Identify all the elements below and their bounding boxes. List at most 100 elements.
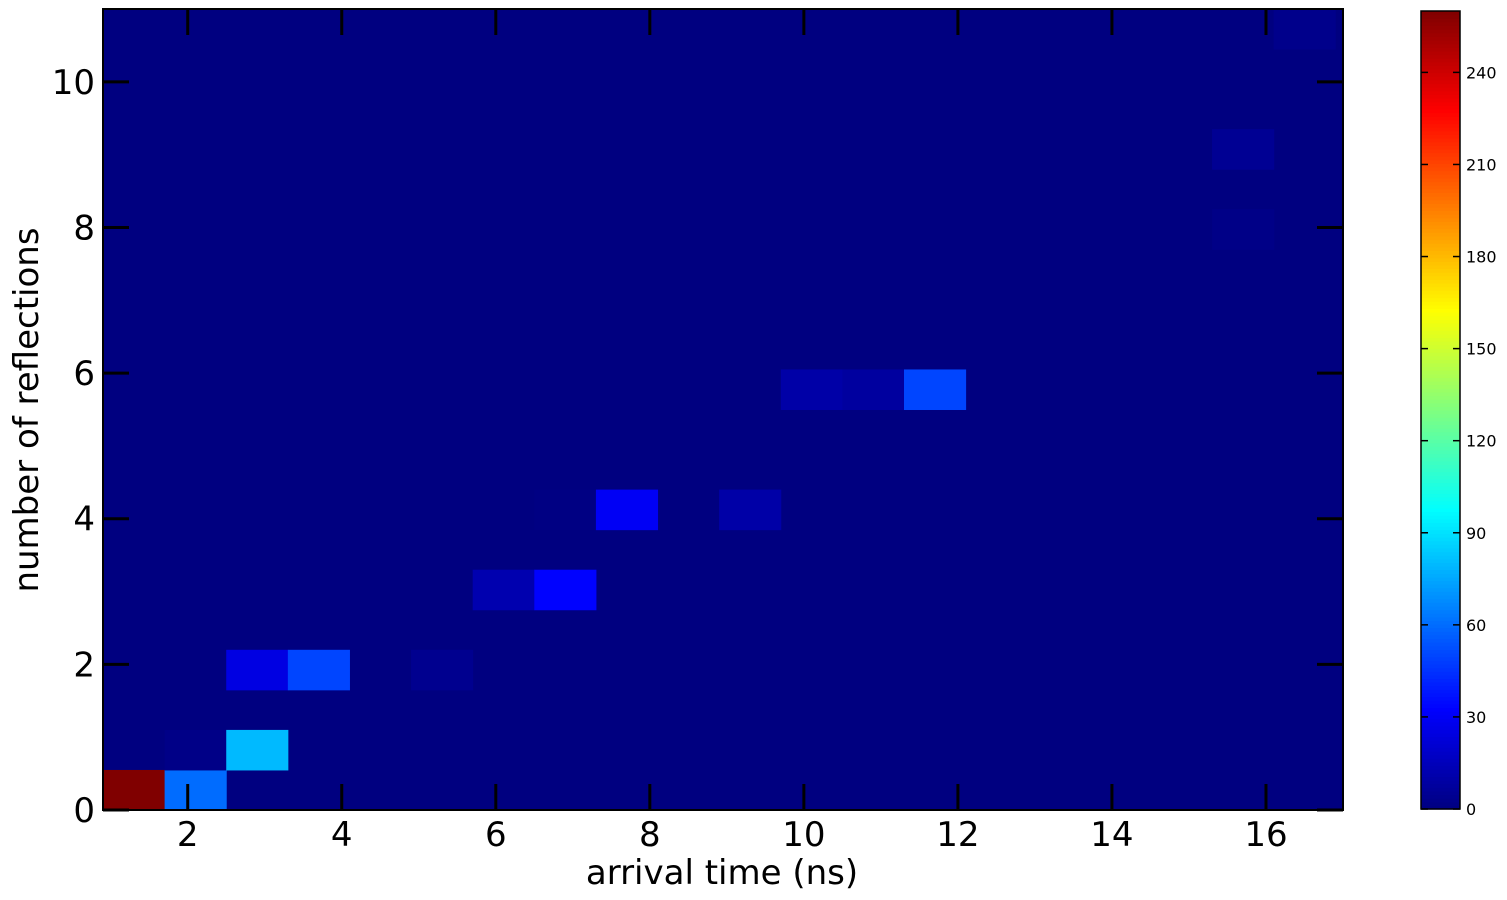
colorbar-segment (1421, 225, 1460, 230)
colorbar-segment (1421, 410, 1460, 415)
colorbar-segment (1421, 449, 1460, 455)
colorbar-segment (1421, 729, 1460, 734)
colorbar-segment (1421, 507, 1460, 513)
colorbar-segment (1421, 420, 1460, 426)
colorbar-segment (1421, 587, 1460, 592)
colorbar-segment (1421, 696, 1460, 701)
colorbar-segment (1421, 395, 1460, 400)
colorbar-segment (1421, 725, 1460, 730)
colorbar-segment (1421, 163, 1460, 168)
colorbar-segment (1421, 518, 1460, 524)
colorbar-segment (1421, 235, 1460, 241)
colorbar-segment (1421, 257, 1460, 262)
colorbar-segment (1421, 362, 1460, 368)
colorbar-segment (1421, 181, 1460, 186)
colorbar-segment (1421, 301, 1460, 306)
colorbar-segment (1421, 798, 1460, 803)
colorbar-segment (1421, 555, 1460, 560)
colorbar-segment (1421, 562, 1460, 567)
colorbar-segment (1421, 591, 1460, 596)
colorbar-segment (1421, 754, 1460, 759)
colorbar-segment (1421, 203, 1460, 208)
colorbar-segment (1421, 370, 1460, 375)
colorbar-segment (1421, 326, 1460, 331)
colorbar-segment (1421, 497, 1460, 502)
colorbar-segment (1421, 148, 1460, 154)
colorbar-segment (1421, 750, 1460, 756)
colorbar-segment (1421, 192, 1460, 197)
y-tick-label: 6 (73, 354, 95, 394)
colorbar-segment (1421, 250, 1460, 255)
colorbar-segment (1421, 540, 1460, 545)
colorbar-segment (1421, 159, 1460, 164)
colorbar-segment (1421, 50, 1460, 56)
x-tick-label: 6 (485, 815, 507, 855)
colorbar-segment (1421, 98, 1460, 103)
colorbar-segment (1421, 21, 1460, 27)
colorbar-segment (1421, 598, 1460, 603)
colorbar-segment (1421, 446, 1460, 451)
colorbar-segment (1421, 283, 1460, 288)
colorbar-segment (1421, 94, 1460, 99)
colorbar-segment (1421, 631, 1460, 636)
y-tick-label: 2 (73, 645, 95, 685)
colorbar-segment (1421, 718, 1460, 723)
colorbar-segment (1421, 678, 1460, 683)
colorbar-segment (1421, 297, 1460, 302)
colorbar-segment (1421, 656, 1460, 661)
colorbar-segment (1421, 605, 1460, 611)
colorbar-segment (1421, 272, 1460, 277)
colorbar-tick-label: 210 (1466, 155, 1497, 174)
colorbar-tick-label: 240 (1466, 63, 1497, 82)
colorbar-segment (1421, 166, 1460, 172)
heatmap-cell (1212, 129, 1275, 170)
colorbar-segment (1421, 580, 1460, 585)
colorbar-segment (1421, 195, 1460, 201)
heatmap-cell (719, 489, 782, 531)
colorbar-segment (1421, 399, 1460, 404)
colorbar-segment (1421, 779, 1460, 785)
colorbar-segment (1421, 123, 1460, 128)
colorbar-segment (1421, 391, 1460, 397)
colorbar-segment (1421, 660, 1460, 665)
heatmap-cell (842, 369, 905, 410)
colorbar-segment (1421, 79, 1460, 85)
colorbar-segment (1421, 72, 1460, 77)
colorbar-segment (1421, 264, 1460, 270)
colorbar-segment (1421, 536, 1460, 542)
colorbar-segment (1421, 667, 1460, 672)
colorbar-segment (1421, 500, 1460, 505)
colorbar-segment (1421, 130, 1460, 135)
colorbar-segment (1421, 801, 1460, 806)
colorbar-segment (1421, 319, 1460, 324)
colorbar-segment (1421, 112, 1460, 117)
colorbar-tick-label: 0 (1466, 800, 1476, 819)
colorbar-segment (1421, 25, 1460, 30)
colorbar-segment (1421, 406, 1460, 411)
colorbar-segment (1421, 373, 1460, 378)
colorbar-segment (1421, 642, 1460, 647)
colorbar-segment (1421, 105, 1460, 110)
colorbar-segment (1421, 127, 1460, 132)
heatmap-cell (595, 489, 659, 531)
colorbar-segment (1421, 613, 1460, 618)
colorbar-segment (1421, 769, 1460, 774)
y-tick-label: 0 (73, 791, 95, 831)
heatmap-cell (1273, 9, 1336, 50)
colorbar-segment (1421, 471, 1460, 476)
y-axis-label: number of reflections (7, 227, 47, 592)
heatmap-cell (472, 569, 535, 611)
colorbar-segment (1421, 439, 1460, 444)
colorbar-segment (1421, 384, 1460, 389)
colorbar-segment (1421, 380, 1460, 386)
colorbar-segment (1421, 435, 1460, 440)
colorbar-segment (1421, 685, 1460, 690)
colorbar-segment (1421, 453, 1460, 458)
colorbar-segment (1421, 765, 1460, 770)
colorbar-segment (1421, 185, 1460, 190)
colorbar-segment (1421, 565, 1460, 571)
colorbar-segment (1421, 243, 1460, 248)
colorbar-segment (1421, 457, 1460, 462)
colorbar-segment (1421, 359, 1460, 364)
